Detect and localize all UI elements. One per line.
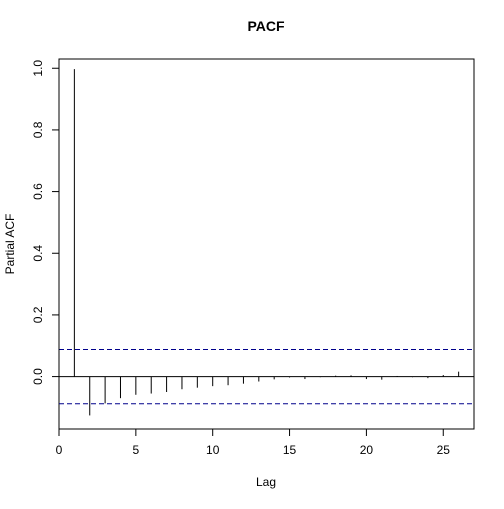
x-tick-label: 15	[283, 443, 297, 457]
x-axis: 0 5 10 15 20 25	[56, 428, 451, 457]
y-tick-label: 0.0	[31, 368, 45, 385]
y-axis: 0.0 0.2 0.4 0.6 0.8 1.0	[31, 60, 60, 385]
x-tick-label: 0	[56, 443, 63, 457]
y-tick-label: 0.4	[31, 245, 45, 262]
x-tick-label: 20	[360, 443, 374, 457]
y-tick-label: 1.0	[31, 60, 45, 77]
confidence-bounds	[59, 348, 474, 405]
y-tick-label: 0.2	[31, 306, 45, 323]
x-tick-label: 10	[206, 443, 220, 457]
x-axis-label: Lag	[256, 475, 276, 489]
pacf-bars	[73, 69, 460, 416]
y-axis-label: Partial ACF	[3, 214, 17, 275]
x-tick-label: 5	[133, 443, 140, 457]
y-tick-label: 0.8	[31, 121, 45, 138]
x-tick-label: 25	[437, 443, 451, 457]
y-tick-label: 0.6	[31, 183, 45, 200]
chart-title: PACF	[247, 18, 285, 34]
